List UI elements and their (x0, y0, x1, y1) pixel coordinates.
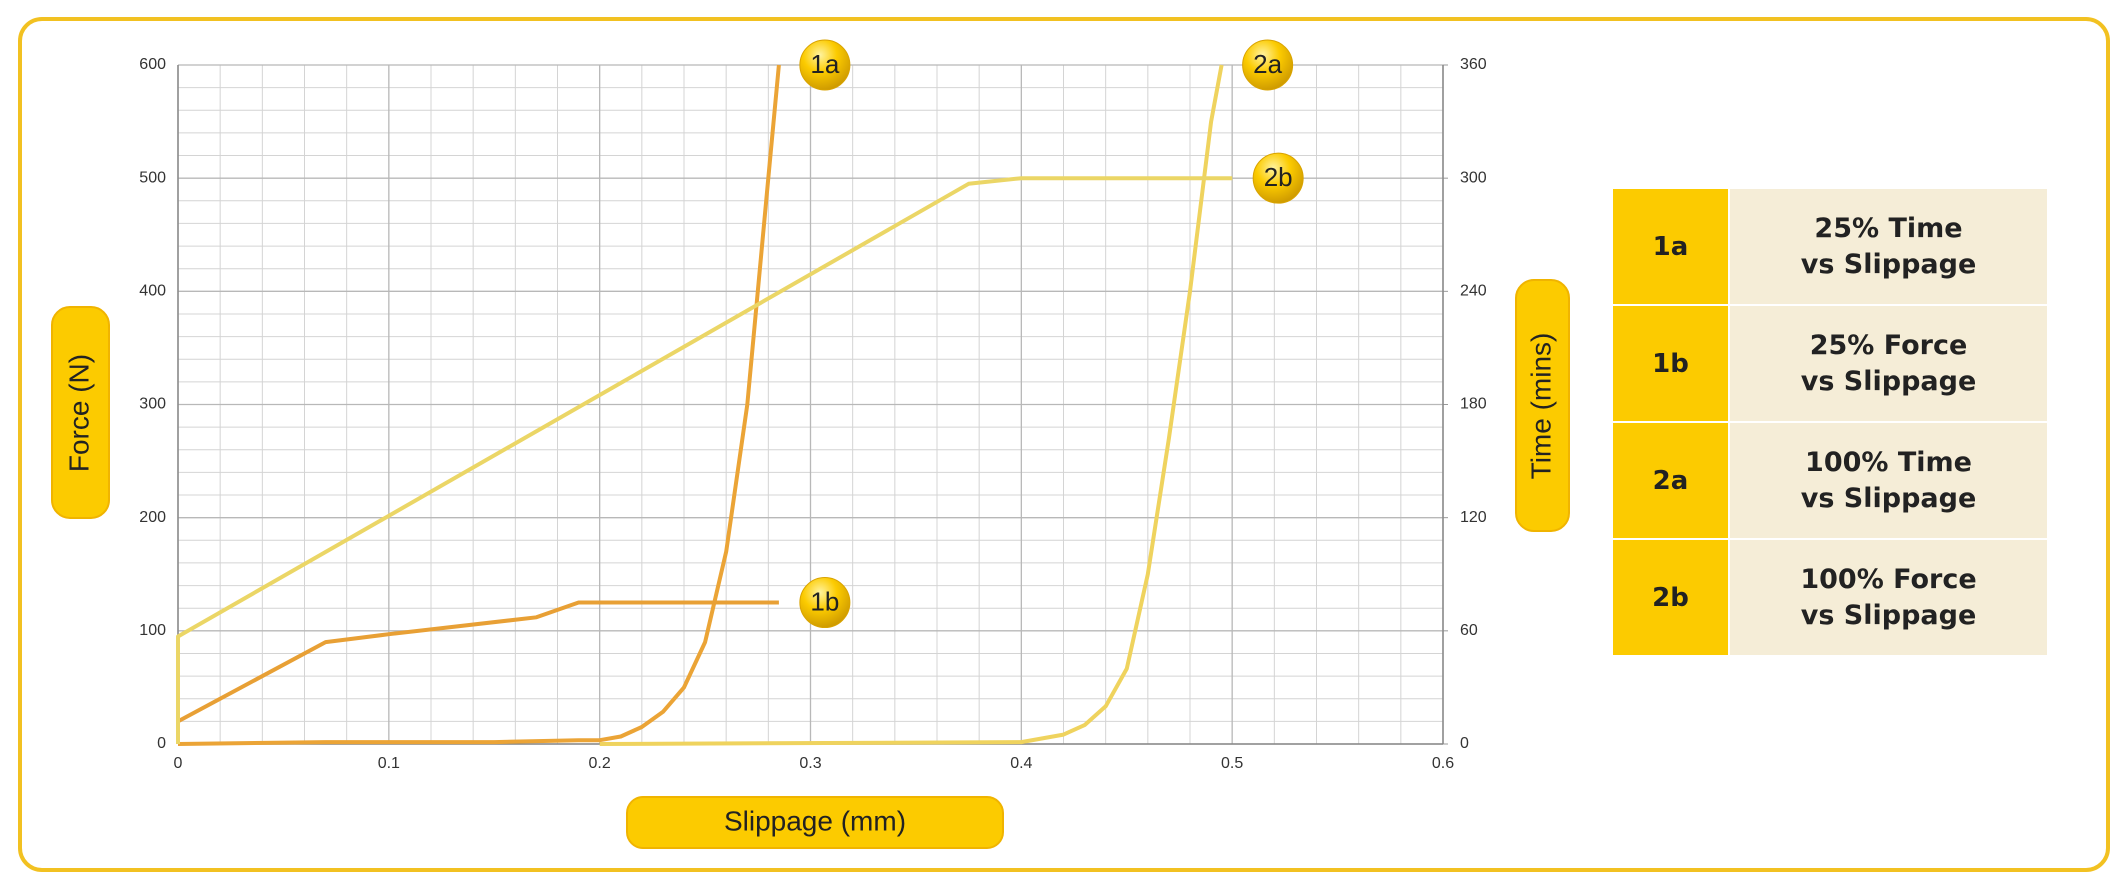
y-tick-label: 200 (139, 509, 166, 526)
x-axis-title: Slippage (mm) (724, 805, 906, 836)
y-title-box (51, 306, 110, 519)
legend-description: 25% Force vs Slippage (1728, 304, 2049, 423)
y2-tick-label: 240 (1460, 283, 1487, 300)
legend-table: 1a 25% Time vs Slippage 1b 25% Force vs Sli… (1611, 187, 2049, 657)
x-tick-label: 0.1 (378, 755, 400, 772)
series-badge (799, 577, 851, 629)
legend-row: 2a 100% Time vs Slippage (1611, 421, 2049, 540)
x-tick-label: 0.3 (799, 755, 821, 772)
legend-row: 2b 100% Force vs Slippage (1611, 538, 2049, 657)
series-badge (1242, 39, 1294, 91)
series-badge (1252, 152, 1304, 204)
y-tick-label: 600 (139, 56, 166, 73)
y2-tick-label: 360 (1460, 56, 1487, 73)
series-line (176, 176, 1233, 744)
legend-description: 100% Time vs Slippage (1728, 421, 2049, 540)
y2-tick-label: 60 (1460, 622, 1478, 639)
legend-code: 1b (1611, 304, 1730, 423)
y2-tick-label: 180 (1460, 396, 1487, 413)
legend-code: 2b (1611, 538, 1730, 657)
series-line (599, 64, 1224, 746)
y-tick-label: 400 (139, 283, 166, 300)
x-tick-label: 0.6 (1432, 755, 1454, 772)
series-badge-label: 1a (810, 49, 839, 79)
series-badge (799, 39, 851, 91)
y2-title-box (1515, 279, 1570, 532)
y2-tick-label: 0 (1460, 735, 1469, 752)
series-badge-label: 2a (1253, 49, 1282, 79)
x-tick-label: 0.5 (1221, 755, 1243, 772)
y-tick-label: 300 (139, 396, 166, 413)
y-axis-title: Force (N) (63, 354, 94, 472)
legend-code: 2a (1611, 421, 1730, 540)
legend-code: 1a (1611, 187, 1730, 306)
y2-tick-label: 300 (1460, 169, 1487, 186)
y2-tick-label: 120 (1460, 509, 1487, 526)
legend-description: 100% Force vs Slippage (1728, 538, 2049, 657)
legend-row: 1b 25% Force vs Slippage (1611, 304, 2049, 423)
frame (18, 17, 2110, 872)
y-tick-label: 100 (139, 622, 166, 639)
series-badge-label: 1b (810, 586, 839, 616)
series-line (176, 600, 779, 744)
x-tick-label: 0.2 (589, 755, 611, 772)
series-badge-label: 2b (1264, 162, 1293, 192)
x-title-box (626, 796, 1004, 849)
x-tick-label: 0 (174, 755, 183, 772)
series-line (177, 64, 781, 746)
y-tick-label: 500 (139, 169, 166, 186)
legend-row: 1a 25% Time vs Slippage (1611, 187, 2049, 306)
y2-axis-title: Time (mins) (1525, 333, 1556, 480)
y-tick-label: 0 (157, 735, 166, 752)
x-tick-label: 0.4 (1010, 755, 1032, 772)
legend-description: 25% Time vs Slippage (1728, 187, 2049, 306)
